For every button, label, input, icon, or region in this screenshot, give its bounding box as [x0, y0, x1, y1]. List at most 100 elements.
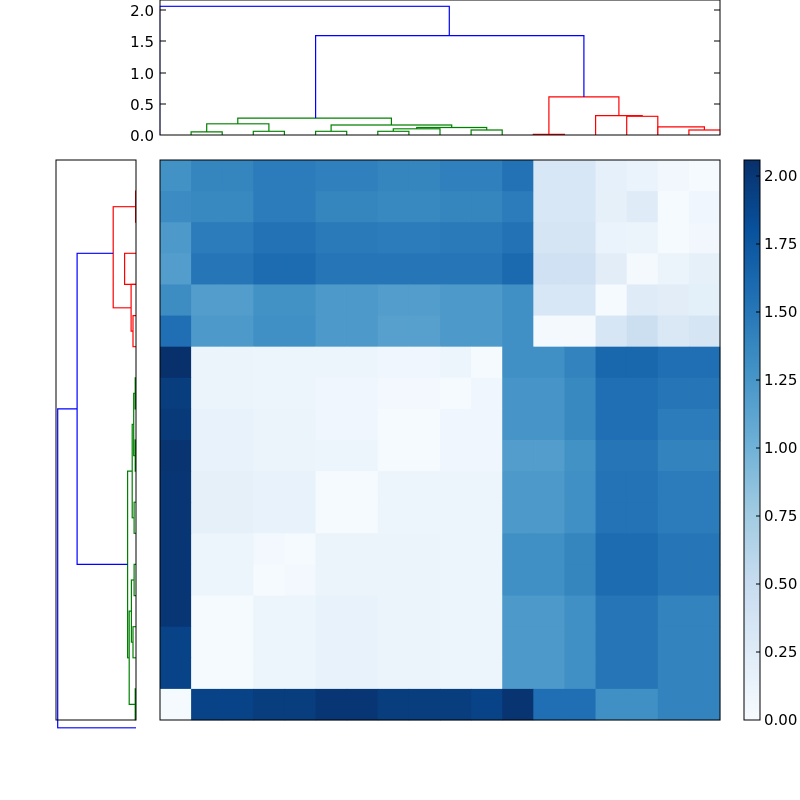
heatmap-cell	[657, 253, 690, 286]
heatmap-cell	[253, 408, 286, 441]
heatmap-cell	[502, 533, 534, 566]
heatmap-cell	[253, 284, 286, 317]
dendrogram-link	[315, 130, 348, 135]
heatmap-cell	[284, 408, 317, 441]
heatmap-cell	[408, 160, 441, 192]
heatmap-cell	[253, 253, 286, 286]
heatmap-cell	[346, 346, 379, 379]
heatmap-cell	[253, 564, 286, 597]
colorbar-tick-label: 1.00	[764, 439, 797, 457]
heatmap-cell	[533, 688, 566, 721]
heatmap-cell	[377, 564, 410, 597]
heatmap-cell	[284, 377, 317, 410]
heatmap-cell	[191, 315, 223, 348]
heatmap-cell	[440, 284, 472, 317]
colorbar-tick: 1.50	[756, 303, 797, 321]
heatmap-cell	[533, 564, 566, 597]
heatmap-cell	[377, 626, 410, 659]
heatmap-cell	[222, 502, 254, 534]
heatmap-cell	[315, 222, 348, 254]
heatmap-cell	[626, 408, 659, 441]
heatmap-cell	[440, 657, 472, 690]
heatmap-cell	[284, 626, 317, 659]
heatmap-cell	[564, 377, 597, 410]
heatmap-cell	[471, 626, 503, 659]
heatmap-cell	[533, 595, 566, 628]
colorbar-gradient	[744, 160, 760, 720]
heatmap-cell	[502, 688, 534, 721]
colorbar-tick-label: 0.25	[764, 643, 797, 661]
heatmap-cell	[191, 688, 223, 721]
heatmap-cell	[657, 502, 690, 534]
colorbar-tick-label: 1.50	[764, 303, 797, 321]
heatmap-cell	[315, 440, 348, 472]
heatmap-cell	[377, 315, 410, 348]
heatmap-cell	[284, 346, 317, 379]
heatmap-cell	[253, 657, 286, 690]
heatmap-cell	[377, 657, 410, 690]
heatmap-cell	[564, 408, 597, 441]
heatmap-cell	[346, 626, 379, 659]
heatmap-cell	[688, 315, 721, 348]
dendrogram-link	[159, 5, 450, 135]
heatmap-cell	[377, 346, 410, 379]
heatmap-cell	[160, 191, 192, 223]
heatmap-cell	[471, 595, 503, 628]
heatmap-cell	[315, 346, 348, 379]
dendrogram-link	[470, 129, 503, 135]
heatmap-cell	[284, 191, 317, 223]
heatmap-cell	[533, 440, 566, 472]
heatmap-cell	[595, 502, 628, 534]
heatmap-cell	[346, 657, 379, 690]
heatmap-cell	[564, 284, 597, 317]
heatmap-cell	[626, 222, 659, 254]
heatmap-cell	[502, 408, 534, 441]
heatmap-cell	[222, 346, 254, 379]
heatmap-cell	[315, 471, 348, 503]
heatmap-cell	[408, 191, 441, 223]
heatmap-cell	[502, 595, 534, 628]
heatmap-cell	[533, 346, 566, 379]
heatmap-cell	[657, 160, 690, 192]
heatmap-cell	[533, 626, 566, 659]
heatmap-cell	[377, 471, 410, 503]
heatmap-cell	[533, 191, 566, 223]
heatmap-cell	[222, 626, 254, 659]
heatmap-cell	[688, 595, 721, 628]
heatmap-cell	[688, 253, 721, 286]
top-dendrogram-frame	[159, 0, 721, 136]
heatmap-cell	[626, 346, 659, 379]
heatmap-cell	[595, 471, 628, 503]
heatmap-cell	[408, 253, 441, 286]
heatmap-cell	[688, 408, 721, 441]
heatmap-cell	[502, 626, 534, 659]
heatmap-cell	[408, 471, 441, 503]
heatmap-cell	[688, 377, 721, 410]
heatmap-cell	[346, 253, 379, 286]
heatmap-cell	[222, 533, 254, 566]
y-tick-label: 0.5	[130, 96, 154, 114]
heatmap-cell	[222, 564, 254, 597]
heatmap-cell	[346, 440, 379, 472]
heatmap-cell	[160, 222, 192, 254]
heatmap-cell	[564, 346, 597, 379]
heatmap-cell	[688, 222, 721, 254]
heatmap-cell	[191, 564, 223, 597]
left-dendrogram-frame	[55, 159, 137, 721]
heatmap-cell	[626, 564, 659, 597]
heatmap-cell	[688, 564, 721, 597]
heatmap-cell	[564, 191, 597, 223]
heatmap-cell	[222, 688, 254, 721]
heatmap-cell	[408, 377, 441, 410]
heatmap-cell	[315, 284, 348, 317]
heatmap-cell	[377, 191, 410, 223]
heatmap-cell	[315, 657, 348, 690]
heatmap-cell	[471, 377, 503, 410]
heatmap-cell	[253, 502, 286, 534]
heatmap-cell	[440, 440, 472, 472]
heatmap-cell	[346, 222, 379, 254]
heatmap-cell	[408, 222, 441, 254]
heatmap-cell	[657, 440, 690, 472]
heatmap-cell	[688, 191, 721, 223]
heatmap-cell	[626, 657, 659, 690]
